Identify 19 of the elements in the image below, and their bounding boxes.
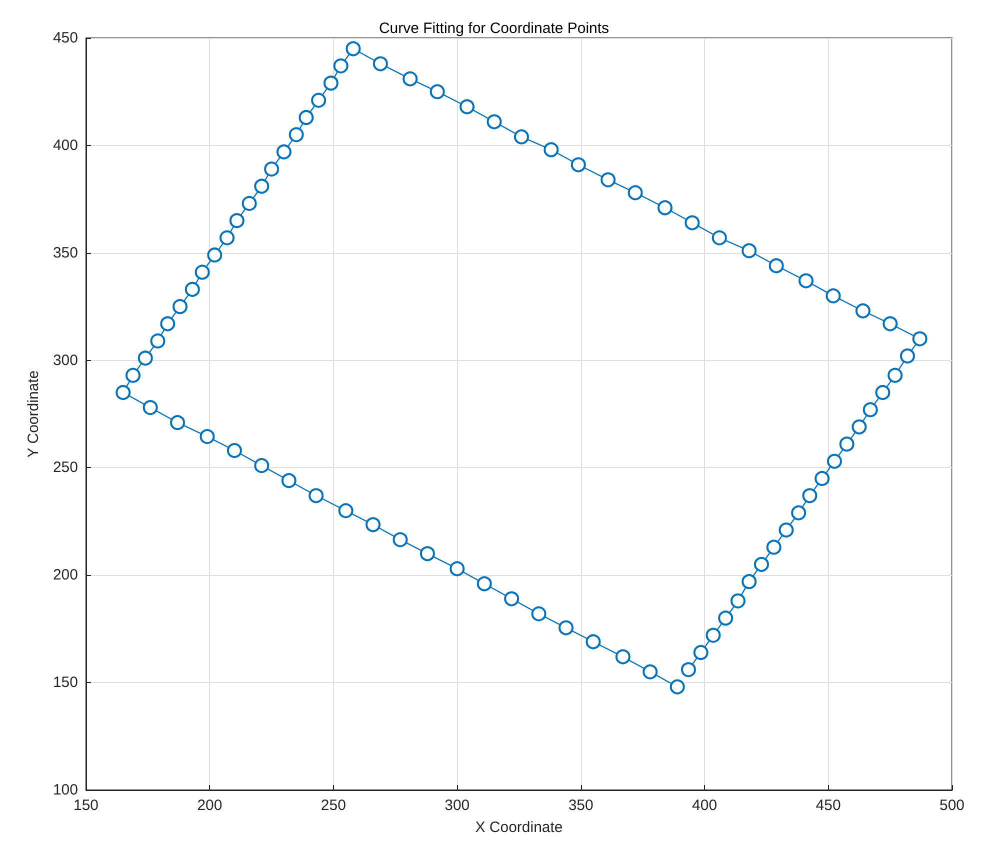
x-axis-title: X Coordinate bbox=[475, 819, 563, 836]
y-tick-label: 100 bbox=[52, 782, 78, 798]
y-tick-label: 350 bbox=[52, 244, 78, 262]
x-tick-label: 200 bbox=[197, 797, 222, 814]
x-tick-label: 400 bbox=[692, 797, 718, 814]
x-tick-label: 250 bbox=[320, 797, 346, 814]
x-tick-label: 150 bbox=[73, 797, 99, 814]
y-tick-label: 300 bbox=[52, 352, 78, 369]
chart-title: Curve Fitting for Coordinate Points bbox=[378, 20, 610, 37]
y-tick-label: 200 bbox=[52, 566, 78, 584]
x-tick-label: 500 bbox=[939, 797, 965, 814]
x-tick-label: 450 bbox=[816, 797, 841, 814]
x-tick-label: 350 bbox=[568, 797, 594, 814]
y-axis-title: Y Coordinate bbox=[25, 370, 42, 458]
x-tick-label: 300 bbox=[444, 797, 470, 814]
y-tick-label: 400 bbox=[52, 136, 78, 154]
y-tick-label: 150 bbox=[52, 674, 78, 692]
y-tick-label: 450 bbox=[52, 30, 78, 46]
y-tick-label: 250 bbox=[52, 459, 78, 476]
